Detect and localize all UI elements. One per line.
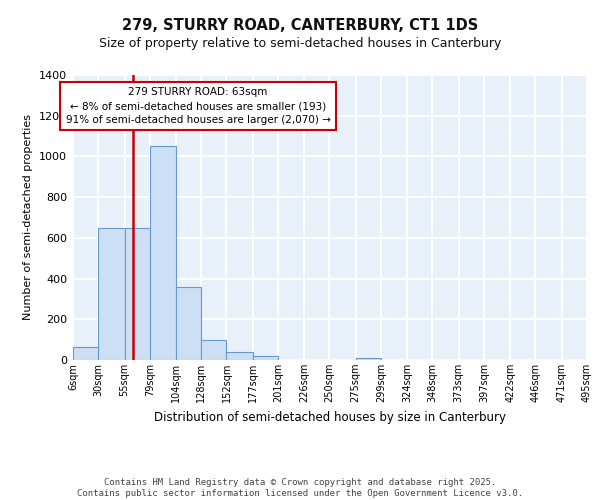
- Bar: [356, 358, 381, 360]
- Bar: [226, 352, 253, 360]
- Bar: [176, 286, 201, 360]
- Text: 279 STURRY ROAD: 63sqm
← 8% of semi-detached houses are smaller (193)
91% of sem: 279 STURRY ROAD: 63sqm ← 8% of semi-deta…: [65, 87, 331, 125]
- Text: Size of property relative to semi-detached houses in Canterbury: Size of property relative to semi-detach…: [99, 38, 501, 51]
- Bar: [125, 228, 150, 360]
- Text: Contains HM Land Registry data © Crown copyright and database right 2025.
Contai: Contains HM Land Registry data © Crown c…: [77, 478, 523, 498]
- Bar: [201, 340, 226, 360]
- Bar: [253, 356, 278, 360]
- Bar: [150, 146, 176, 360]
- Text: 279, STURRY ROAD, CANTERBURY, CT1 1DS: 279, STURRY ROAD, CANTERBURY, CT1 1DS: [122, 18, 478, 32]
- X-axis label: Distribution of semi-detached houses by size in Canterbury: Distribution of semi-detached houses by …: [154, 410, 506, 424]
- Bar: [98, 228, 125, 360]
- Bar: [73, 347, 98, 360]
- Y-axis label: Number of semi-detached properties: Number of semi-detached properties: [23, 114, 34, 320]
